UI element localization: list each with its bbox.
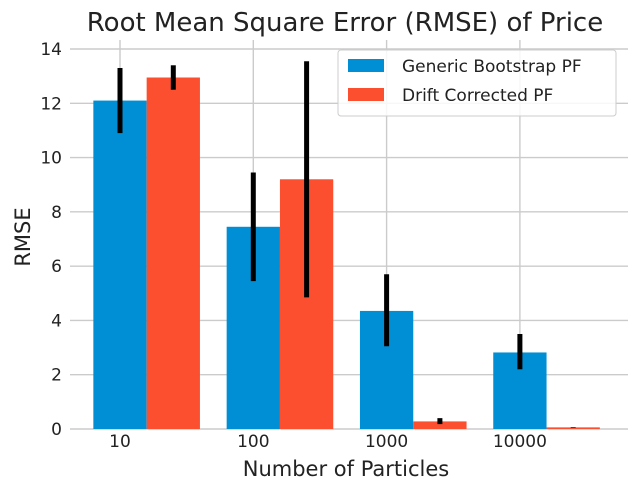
legend: Generic Bootstrap PF Drift Corrected PF xyxy=(337,49,617,117)
legend-swatch-drift-corrected-pf xyxy=(348,88,384,101)
bar-drift-corrected-pf-1000 xyxy=(413,421,467,429)
chart-title: Root Mean Square Error (RMSE) of Price xyxy=(87,8,603,38)
legend-label-drift-corrected-pf: Drift Corrected PF xyxy=(402,86,553,106)
error-bars xyxy=(117,61,576,428)
legend-label-generic-bootstrap-pf: Generic Bootstrap PF xyxy=(402,57,582,77)
y-tick-label-14: 14 xyxy=(40,40,62,60)
x-tick-label-1000: 1000 xyxy=(365,432,408,452)
y-tick-label-12: 12 xyxy=(40,94,62,114)
x-tick-label-100: 100 xyxy=(237,432,269,452)
bars xyxy=(93,77,600,429)
x-axis-title: Number of Particles xyxy=(243,457,449,481)
bar-generic-bootstrap-pf-10 xyxy=(93,100,147,429)
bar-drift-corrected-pf-10000 xyxy=(546,427,600,429)
x-tick-label-10000: 10000 xyxy=(493,432,547,452)
legend-box xyxy=(337,49,617,117)
y-tick-label-8: 8 xyxy=(51,203,62,223)
legend-swatch-generic-bootstrap-pf xyxy=(348,59,384,72)
y-tick-label-4: 4 xyxy=(51,311,62,331)
y-ticks: 0 2 4 6 8 10 12 14 xyxy=(40,40,62,440)
x-ticks: 10 100 1000 10000 xyxy=(109,432,547,452)
y-tick-label-10: 10 xyxy=(40,149,62,169)
x-tick-label-10: 10 xyxy=(109,432,131,452)
y-tick-label-0: 0 xyxy=(51,420,62,440)
y-tick-label-2: 2 xyxy=(51,366,62,386)
y-tick-label-6: 6 xyxy=(51,257,62,277)
y-axis-title: RMSE xyxy=(11,207,35,266)
bar-drift-corrected-pf-10 xyxy=(146,77,200,429)
